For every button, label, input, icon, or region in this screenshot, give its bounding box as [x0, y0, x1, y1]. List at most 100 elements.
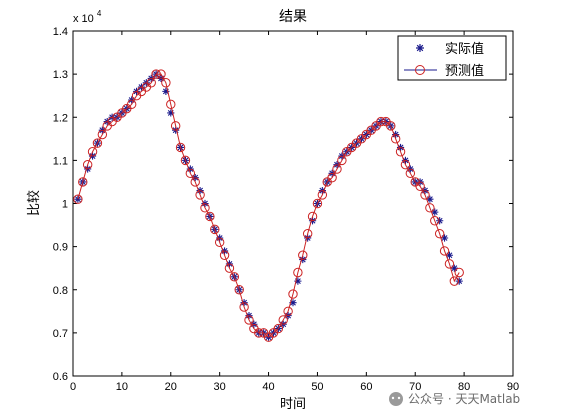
- predicted-point-29: [210, 224, 220, 235]
- predicted-point-71: [415, 181, 425, 191]
- series-line-predicted: [77, 73, 460, 338]
- predicted-point-17: [151, 69, 161, 79]
- y-tick-label: 1.4: [53, 26, 68, 38]
- x-tick-label: 80: [458, 381, 470, 393]
- predicted-point-42: [273, 323, 284, 334]
- predicted-point-12: [126, 99, 137, 110]
- legend: 实际值 预测值: [397, 35, 507, 81]
- y-axis-label: 比较: [27, 190, 42, 216]
- predicted-point-35: [239, 302, 249, 312]
- predicted-point-34: [234, 285, 244, 295]
- predicted-point-51: [317, 190, 328, 200]
- legend-label-predicted: 预测值: [445, 63, 484, 79]
- predicted-point-1: [73, 194, 83, 204]
- predicted-point-38: [254, 328, 264, 338]
- x-tick-label: 20: [165, 381, 177, 393]
- legend-star-glyph: [416, 44, 424, 52]
- y-tick-label: 1.2: [53, 112, 68, 124]
- actual-point-73: [426, 195, 434, 203]
- actual-point-20: [167, 109, 175, 117]
- y-exponent-base: x 10: [73, 13, 94, 25]
- predicted-point-43: [278, 315, 288, 325]
- predicted-point-73: [425, 203, 435, 213]
- y-tick-label: 0.9: [53, 242, 68, 254]
- legend-item-predicted: 预测值: [404, 63, 484, 79]
- predicted-point-47: [298, 250, 308, 260]
- x-tick-label: 10: [116, 381, 128, 393]
- predicted-point-6: [97, 129, 108, 140]
- predicted-point-32: [224, 263, 235, 273]
- predicted-point-45: [288, 289, 298, 299]
- predicted-point-46: [293, 267, 303, 278]
- y-tick-label: 0.7: [53, 328, 68, 340]
- predicted-point-54: [332, 164, 342, 174]
- actual-point-46: [294, 277, 302, 285]
- predicted-point-20: [166, 99, 176, 110]
- predicted-point-4: [87, 147, 98, 157]
- predicted-point-65: [386, 121, 396, 131]
- predicted-point-23: [180, 155, 191, 166]
- circle-marker-icon: [415, 65, 425, 75]
- predicted-point-25: [190, 177, 200, 187]
- plot-area: [72, 30, 514, 377]
- chart-title: 结果: [279, 9, 307, 25]
- actual-point-76: [440, 234, 449, 242]
- actual-point-74: [431, 208, 439, 216]
- predicted-point-67: [395, 147, 406, 157]
- predicted-point-33: [229, 272, 240, 282]
- wechat-icon: [389, 392, 403, 406]
- predicted-point-49: [307, 211, 318, 222]
- y-exponent-label: x 10 4: [73, 9, 102, 25]
- predicted-point-76: [439, 246, 450, 256]
- x-tick-label: 70: [409, 381, 421, 393]
- actual-point-19: [162, 87, 170, 95]
- series-layer: [73, 69, 464, 342]
- predicted-point-48: [302, 228, 313, 239]
- actual-point-45: [289, 299, 297, 307]
- predicted-point-30: [214, 237, 225, 248]
- actual-point-75: [436, 217, 444, 225]
- predicted-point-22: [175, 142, 186, 153]
- predicted-point-78: [449, 276, 460, 286]
- x-tick-label: 50: [311, 381, 323, 393]
- predicted-point-66: [390, 134, 401, 144]
- x-tick-label: 0: [70, 381, 76, 393]
- predicted-point-2: [78, 177, 88, 187]
- predicted-point-28: [205, 211, 215, 222]
- predicted-point-44: [283, 306, 293, 317]
- x-axis-label: 时间: [280, 397, 306, 412]
- legend-item-actual: 实际值: [416, 41, 484, 57]
- y-tick-label: 1: [62, 199, 68, 211]
- predicted-point-72: [420, 190, 430, 200]
- y-tick-label: 1.3: [53, 69, 68, 81]
- predicted-point-18: [156, 69, 166, 79]
- predicted-point-79: [454, 267, 464, 278]
- predicted-point-27: [200, 203, 210, 213]
- wechat-icon-inner2: [397, 396, 401, 400]
- watermark: 公众号 · 天天Matlab: [389, 392, 520, 406]
- predicted-point-77: [444, 259, 455, 269]
- actual-point-1: [74, 195, 82, 203]
- predicted-point-24: [185, 168, 196, 179]
- predicted-point-36: [244, 315, 254, 325]
- predicted-point-19: [161, 78, 171, 88]
- predicted-point-3: [82, 159, 93, 170]
- predicted-point-31: [219, 250, 230, 260]
- actual-point-78: [450, 264, 458, 272]
- x-tick-label: 90: [507, 381, 519, 393]
- actual-point-79: [455, 277, 463, 285]
- predicted-point-16: [146, 78, 156, 88]
- y-tick-label: 0.8: [53, 285, 68, 297]
- wechat-icon-inner: [391, 396, 395, 400]
- predicted-point-26: [195, 190, 205, 200]
- legend-label-actual: 实际值: [445, 41, 484, 57]
- predicted-point-21: [170, 121, 181, 131]
- y-exponent-power: 4: [97, 9, 102, 18]
- x-tick-label: 40: [262, 381, 274, 393]
- predicted-point-75: [434, 228, 445, 239]
- actual-point-77: [445, 251, 454, 259]
- watermark-text: 公众号 · 天天Matlab: [408, 392, 520, 406]
- predicted-point-68: [400, 159, 411, 170]
- predicted-point-53: [327, 172, 337, 183]
